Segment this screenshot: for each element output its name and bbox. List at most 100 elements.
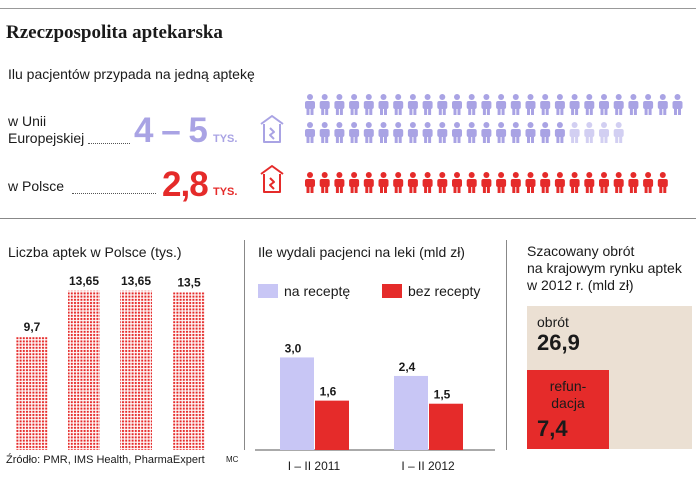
chart1-value-label: 13,65	[121, 274, 151, 288]
person-icon	[393, 122, 404, 143]
person-icon	[334, 172, 345, 193]
person-icon	[466, 94, 477, 115]
turnover-title-line2: na krajowym rynku aptek	[527, 260, 682, 276]
eu-people-pictogram	[305, 94, 683, 143]
person-icon	[628, 172, 639, 193]
chart2-value-label: 2,4	[399, 360, 416, 374]
eu-label-line2: Europejskiej	[8, 130, 85, 146]
chart2-svg: 3,0 1,6 I – II 2011 2,4 1,5 I – II 2012	[255, 341, 495, 473]
person-icon	[613, 122, 624, 143]
chart1-value-label: 13,5	[177, 276, 201, 290]
pl-people-pictogram	[305, 172, 668, 193]
turnover-title-line3: w 2012 r. (mld zł)	[527, 277, 634, 293]
turnover-refund-label-line1: refun-	[549, 378, 587, 394]
person-icon	[540, 122, 551, 143]
person-icon	[452, 122, 462, 143]
person-icon	[363, 122, 374, 143]
person-icon	[657, 172, 668, 193]
person-icon	[407, 122, 418, 143]
person-icon	[422, 172, 433, 193]
person-icon	[584, 122, 595, 143]
person-icon	[363, 172, 374, 193]
eu-unit: TYS.	[213, 133, 238, 145]
person-icon	[599, 172, 609, 193]
person-icon	[407, 172, 418, 193]
page-title: Rzeczpospolita aptekarska	[6, 22, 223, 43]
chart1-title: Liczba aptek w Polsce (tys.)	[8, 244, 182, 260]
turnover-refund-value: 7,4	[537, 416, 568, 441]
person-icon	[613, 94, 624, 115]
person-icon	[481, 172, 492, 193]
panel-separator-2	[506, 240, 507, 450]
chart1-bar	[16, 336, 48, 450]
turnover-refund-label-line2: dacja	[551, 395, 585, 411]
person-icon	[569, 94, 580, 115]
person-icon	[672, 94, 683, 115]
person-icon	[363, 94, 374, 115]
person-icon	[540, 94, 551, 115]
person-icon	[319, 172, 330, 193]
pl-label: w Polsce	[8, 178, 65, 194]
eu-label: w Unii Europejskiej	[8, 113, 84, 147]
person-icon	[437, 122, 448, 143]
legend-swatch-prescription	[258, 284, 278, 298]
legend-label-prescription: na receptę	[284, 283, 351, 299]
person-icon	[305, 94, 315, 115]
pl-leader-line	[72, 193, 156, 194]
person-icon	[334, 94, 345, 115]
person-icon	[584, 94, 595, 115]
turnover-total-value: 26,9	[537, 330, 580, 355]
pl-pharmacy-icon	[260, 165, 284, 193]
chart1-bar	[68, 290, 100, 450]
chart1-bar	[173, 292, 205, 450]
person-icon	[334, 122, 345, 143]
author-initials: MC	[226, 455, 239, 464]
turnover-total-label: obrót	[537, 314, 569, 330]
chart1-value-label: 13,65	[69, 274, 99, 288]
person-icon	[584, 172, 595, 193]
chart2-value-label: 3,0	[285, 341, 302, 355]
person-icon	[319, 94, 330, 115]
chart2-value-label: 1,5	[434, 388, 451, 402]
eu-pharmacy-icon	[260, 115, 284, 143]
person-icon	[349, 122, 360, 143]
eu-value: 4 – 5	[134, 111, 208, 150]
chart2-title: Ile wydali pacjenci na leki (mld zł)	[258, 244, 465, 260]
chart2-bar	[394, 375, 428, 450]
person-icon	[349, 94, 360, 115]
person-icon	[525, 122, 536, 143]
turnover-refund-label: refun- dacja	[527, 378, 609, 412]
legend-swatch-otc	[382, 284, 402, 298]
person-icon	[466, 172, 477, 193]
person-icon	[437, 172, 448, 193]
person-icon	[349, 172, 360, 193]
chart2-category-label: I – II 2012	[401, 459, 455, 473]
person-icon	[305, 172, 315, 193]
person-icon	[554, 122, 565, 143]
person-icon	[657, 94, 668, 115]
person-icon	[525, 172, 536, 193]
section-divider	[0, 218, 696, 219]
chart2-value-label: 1,6	[320, 385, 337, 399]
person-icon	[378, 94, 389, 115]
person-icon	[599, 94, 609, 115]
turnover-title: Szacowany obrót na krajowym rynku aptek …	[527, 243, 682, 294]
person-icon	[569, 172, 580, 193]
chart2-bar	[280, 357, 314, 450]
person-icon	[628, 94, 639, 115]
person-icon	[540, 172, 551, 193]
person-icon	[452, 172, 462, 193]
chart2-bar	[429, 403, 463, 450]
person-icon	[599, 122, 609, 143]
pl-unit: TYS.	[213, 186, 238, 198]
person-icon	[378, 172, 389, 193]
person-icon	[481, 94, 492, 115]
person-icon	[378, 122, 389, 143]
chart2-category-label: I – II 2011	[288, 459, 341, 473]
person-icon	[305, 122, 315, 143]
person-icon	[466, 122, 477, 143]
person-icon	[569, 122, 580, 143]
person-icon	[407, 94, 418, 115]
eu-leader-line	[88, 143, 130, 144]
person-icon	[422, 94, 433, 115]
